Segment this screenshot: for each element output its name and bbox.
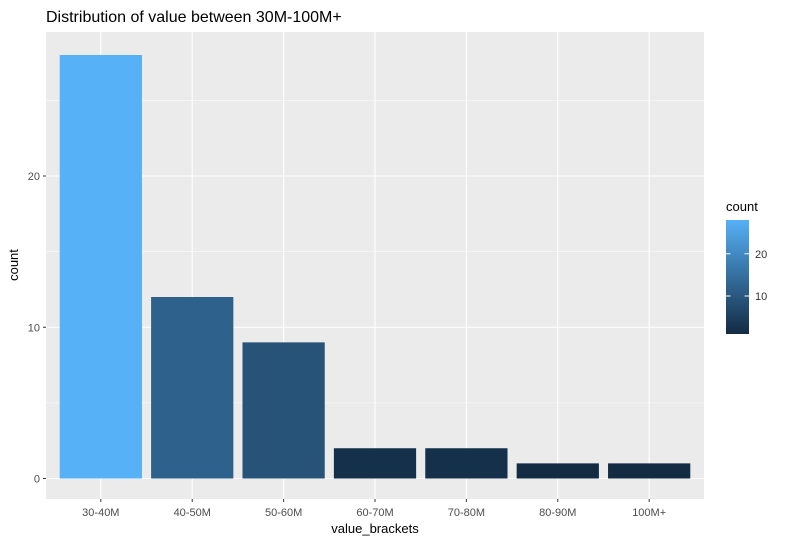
legend-tick-label: 20 [755, 249, 767, 261]
bar-70-80M [425, 448, 508, 479]
x-axis-title: value_brackets [331, 521, 419, 536]
chart-title: Distribution of value between 30M-100M+ [46, 9, 342, 26]
bar-40-50M [151, 297, 234, 479]
y-tick-label: 0 [34, 474, 40, 486]
bar-100M+ [608, 463, 691, 479]
x-tick-label: 60-70M [356, 507, 393, 519]
bar-30-40M [59, 55, 142, 479]
bar-50-60M [242, 342, 325, 479]
bar-80-90M [516, 463, 599, 479]
y-axis: 0 10 20 [28, 171, 46, 486]
bar-60-70M [333, 448, 417, 479]
x-tick-label: 80-90M [539, 507, 576, 519]
grid-lines [46, 32, 704, 499]
legend-tick-label: 10 [755, 291, 767, 303]
legend-colorbar [726, 220, 749, 334]
x-tick-label: 30-40M [82, 507, 119, 519]
y-tick-label: 20 [28, 171, 40, 183]
y-tick-label: 10 [28, 322, 40, 334]
legend: count 10 20 [726, 199, 767, 334]
y-axis-title: count [6, 249, 21, 281]
x-tick-label: 40-50M [174, 507, 211, 519]
x-tick-label: 70-80M [448, 507, 485, 519]
bars [59, 55, 691, 479]
x-axis: 30-40M 40-50M 50-60M 60-70M 70-80M 80-90M 100M… [82, 499, 666, 519]
legend-title: count [726, 199, 758, 214]
x-tick-label: 100M+ [632, 507, 666, 519]
x-tick-label: 50-60M [265, 507, 302, 519]
